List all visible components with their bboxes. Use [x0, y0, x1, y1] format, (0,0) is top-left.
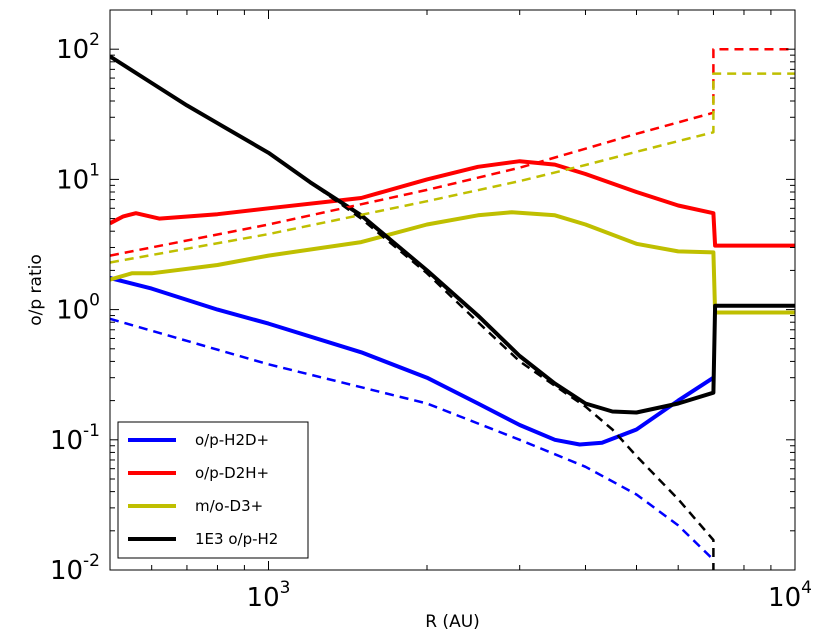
y-axis-label: o/p ratio	[26, 254, 46, 326]
series-line-dashed-7	[267, 151, 715, 570]
series-line-dashed-5	[110, 47, 795, 257]
labels-layer: 102 101 100 10-1 10-2 103 104 R (AU) o/p ratio	[26, 30, 812, 632]
y-tick-label: 102	[56, 30, 100, 65]
series-line-3	[110, 54, 795, 415]
y-tick-label: 10-1	[50, 421, 100, 456]
series-line-dashed-4	[110, 317, 715, 561]
y-tick-label: 10-2	[50, 551, 100, 586]
series-layer	[110, 47, 795, 570]
series-line-0	[110, 276, 715, 447]
ticks-layer	[109, 9, 796, 571]
legend-label: m/o-D3+	[195, 497, 263, 515]
series-line-2	[110, 210, 795, 315]
legend-label: o/p-D2H+	[195, 464, 269, 482]
legend: o/p-H2D+ o/p-D2H+ m/o-D3+ 1E3 o/p-H2	[117, 421, 309, 559]
x-axis-label: R (AU)	[425, 612, 480, 632]
y-tick-label: 100	[56, 291, 100, 326]
legend-box	[117, 421, 309, 559]
y-tick-label: 101	[56, 160, 100, 195]
series-line-dashed-6	[110, 72, 795, 264]
plot-frame	[109, 9, 796, 571]
legend-label: o/p-H2D+	[195, 431, 269, 449]
legend-label: 1E3 o/p-H2	[195, 530, 278, 548]
x-tick-label: 103	[247, 578, 291, 613]
series-line-1	[110, 159, 795, 248]
x-tick-label: 104	[768, 578, 812, 613]
